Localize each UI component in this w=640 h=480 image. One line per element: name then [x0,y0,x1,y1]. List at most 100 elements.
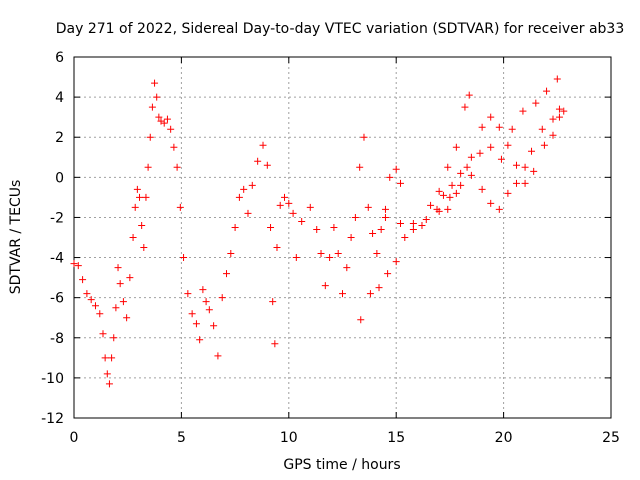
data-point [357,316,365,324]
data-point [244,209,252,217]
data-point [112,304,120,312]
data-point [306,203,314,211]
x-axis: 0 5 10 15 20 25 [70,57,620,446]
data-point [448,181,456,189]
data-point [173,163,181,171]
data-point [160,119,168,127]
data-point [148,103,156,111]
data-point [101,354,109,362]
data-point [457,181,465,189]
data-point [70,260,78,268]
data-point [339,290,346,298]
x-tick-label: 10 [280,430,298,446]
data-point [114,264,122,272]
data-point [155,113,163,121]
data-point [422,215,430,223]
data-point [487,143,495,151]
data-point [439,191,447,199]
data-point [504,141,512,149]
data-point [512,179,520,187]
x-axis-label: GPS time / hours [283,457,400,473]
data-point [87,296,95,304]
data-point [369,229,377,237]
data-point [83,290,91,298]
data-point [427,201,435,209]
data-point [356,163,364,171]
data-point [476,149,484,157]
data-point [184,290,192,298]
data-point [153,93,161,101]
data-point [495,123,503,131]
data-point [269,298,277,306]
x-tick-label: 25 [602,430,620,446]
data-point [401,234,409,241]
data-point [497,155,505,163]
data-point [452,189,460,197]
data-point [392,165,400,173]
x-tick-label: 15 [387,430,405,446]
data-point [478,123,486,131]
data-point [467,153,475,161]
data-point [119,298,127,306]
data-point [313,225,321,233]
data-point [248,181,256,189]
data-point [532,99,540,107]
data-point [347,234,355,241]
data-point [343,264,351,272]
data-point [334,250,342,258]
data-point [386,173,394,181]
data-point [176,203,184,211]
data-point [123,314,131,322]
data-point [540,141,548,149]
data-point [202,298,210,306]
data-point [444,205,452,213]
data-point [227,250,235,258]
data-point [409,225,417,233]
data-point [180,254,188,262]
data-point [210,322,218,330]
data-point [218,294,226,302]
x-tick-label: 0 [70,430,79,446]
y-axis: -12 -10 -8 -6 -4 -2 0 2 4 6 [41,50,611,427]
data-point [543,87,551,95]
data-point [465,91,473,99]
data-point [133,185,141,193]
data-point [285,199,293,207]
y-tick-label: -10 [41,371,64,387]
data-point [259,141,267,149]
y-tick-label: 6 [55,50,64,66]
data-point [289,209,297,217]
data-point [435,187,443,195]
data-point [409,219,417,227]
data-point [461,103,469,111]
x-tick-label: 20 [495,430,513,446]
data-point [384,270,392,278]
data-point [192,320,200,328]
data-point [553,75,561,83]
data-point [231,223,239,231]
data-point [508,125,516,133]
data-point [276,201,284,209]
data-point [530,167,538,175]
data-point [538,125,546,133]
data-point [163,115,171,123]
data-point [512,161,520,169]
grid [74,57,611,418]
y-tick-label: -2 [50,210,64,226]
data-point [199,286,207,294]
y-tick-label: 4 [55,90,64,106]
data-point [373,250,381,258]
data-point [205,306,213,314]
y-axis-label: SDTVAR / TECUs [8,180,24,295]
data-point [478,185,486,193]
y-tick-label: -12 [41,411,64,427]
data-point [281,193,289,201]
y-tick-label: -4 [50,251,64,267]
data-point [110,334,118,342]
data-point [560,107,568,115]
data-point [452,143,460,151]
data-point [129,234,137,241]
data-point [521,179,529,187]
data-point [254,157,262,165]
